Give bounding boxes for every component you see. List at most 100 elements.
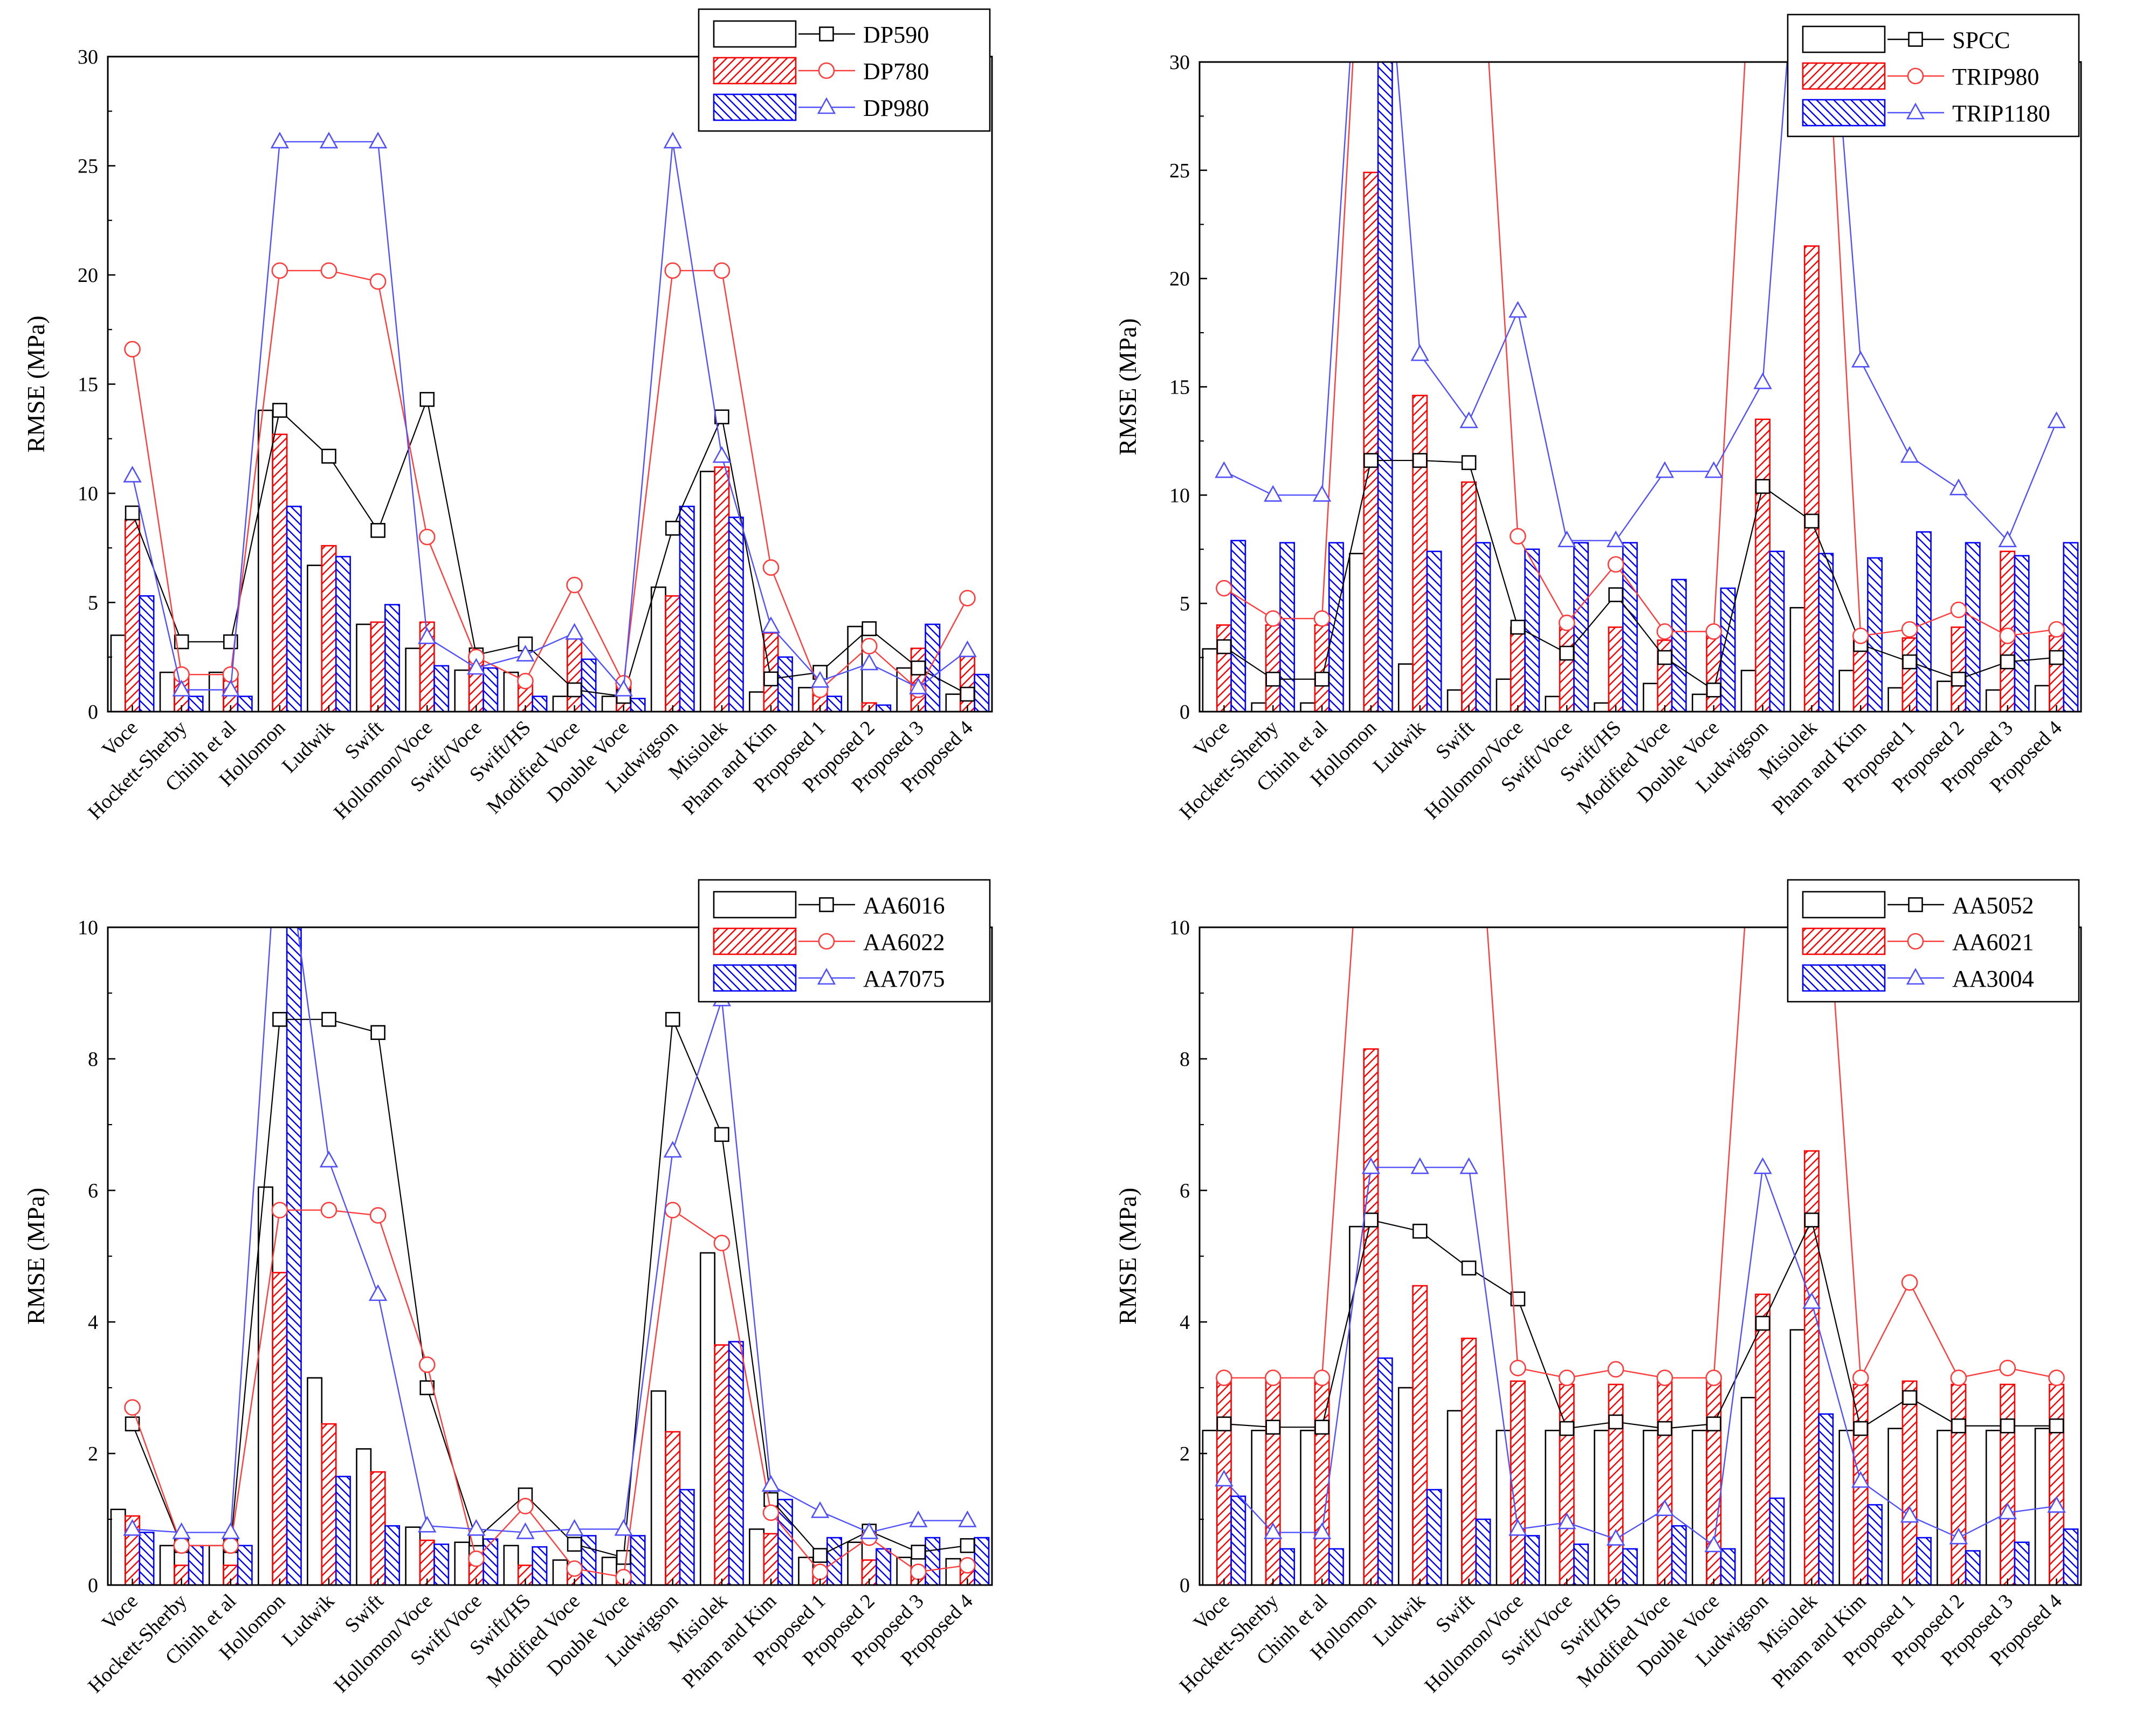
bar-aa6021-5 — [1412, 1285, 1428, 1585]
point-trip980-14 — [1852, 628, 1869, 644]
y-tick-label: 4 — [88, 1311, 98, 1334]
bar-aa6016-1 — [110, 1508, 126, 1585]
y-tick-label: 25 — [78, 155, 98, 178]
point-spcc-12 — [1755, 479, 1770, 494]
point-aa5052-6 — [1461, 1260, 1477, 1276]
bar-aa5052-9 — [1594, 1430, 1610, 1585]
legend-marker-trip1180 — [1906, 102, 1925, 120]
point-aa5052-11 — [1706, 1416, 1721, 1431]
bar-aa6016-9 — [503, 1545, 519, 1585]
point-aa3004-14 — [1851, 1471, 1870, 1488]
bar-aa5052-3 — [1300, 1430, 1316, 1585]
bar-aa6016-14 — [749, 1528, 765, 1585]
bar-aa7075-9 — [532, 1546, 548, 1585]
legend-marker-aa6016 — [819, 897, 834, 912]
bar-dp980-15 — [826, 695, 843, 712]
point-spcc-9 — [1608, 587, 1623, 602]
point-aa6022-17 — [910, 1563, 927, 1580]
bar-aa7075-10 — [581, 1535, 597, 1585]
bar-dp590-13 — [699, 471, 715, 712]
bar-trip1180-18 — [2063, 542, 2079, 712]
point-trip1180-8 — [1558, 531, 1576, 547]
y-axis-title: RMSE (MPa) — [22, 1188, 50, 1325]
bar-trip980-16 — [1951, 626, 1967, 712]
line-trip980 — [1223, 62, 2057, 637]
bar-dp590-18 — [945, 693, 961, 712]
bar-aa6016-3 — [208, 1545, 224, 1585]
point-aa6016-14 — [763, 1492, 778, 1507]
point-spcc-17 — [2000, 654, 2015, 670]
bar-aa5052-10 — [1643, 1430, 1659, 1585]
y-tick-label: 20 — [78, 264, 98, 287]
point-trip1180-15 — [1900, 446, 1919, 463]
point-aa3004-15 — [1900, 1506, 1919, 1523]
point-dp590-17 — [911, 660, 926, 676]
bar-dp980-2 — [188, 695, 204, 712]
bar-dp980-5 — [335, 556, 351, 712]
point-dp780-1 — [124, 341, 141, 358]
bar-trip980-13 — [1803, 245, 1820, 712]
point-aa6022-6 — [369, 1207, 387, 1224]
point-trip980-3 — [1313, 610, 1331, 627]
point-trip980-9 — [1607, 556, 1624, 573]
bar-aa6016-7 — [405, 1526, 421, 1585]
point-aa6022-5 — [320, 1202, 337, 1218]
legend-marker-trip980 — [1907, 67, 1924, 85]
bar-aa5052-11 — [1691, 1430, 1707, 1585]
point-aa3004-17 — [1998, 1503, 2017, 1520]
plot-area — [1202, 62, 2079, 712]
bar-aa5052-14 — [1838, 1430, 1855, 1585]
point-dp980-6 — [368, 132, 388, 149]
point-aa6016-10 — [567, 1537, 582, 1552]
point-aa5052-13 — [1804, 1213, 1820, 1228]
bar-aa6021-18 — [2049, 1383, 2065, 1585]
point-dp980-11 — [614, 679, 633, 697]
point-aa7075-14 — [761, 1475, 781, 1492]
point-aa6016-17 — [911, 1545, 926, 1560]
point-spcc-11 — [1706, 683, 1721, 698]
point-aa6022-13 — [713, 1235, 731, 1251]
point-dp780-10 — [566, 576, 583, 594]
y-tick-label: 8 — [1180, 1048, 1190, 1071]
point-aa6022-10 — [566, 1560, 583, 1577]
y-tick-label: 0 — [88, 701, 98, 724]
bar-dp980-8 — [483, 667, 499, 712]
point-spcc-4 — [1363, 453, 1379, 468]
bar-aa6016-5 — [307, 1377, 323, 1585]
bar-aa3004-8 — [1573, 1544, 1589, 1585]
bar-dp590-5 — [307, 564, 323, 712]
bar-dp780-12 — [665, 595, 681, 712]
bar-trip980-2 — [1265, 624, 1281, 712]
point-trip1180-1 — [1215, 461, 1234, 478]
bar-aa6021-15 — [1901, 1380, 1918, 1585]
bar-aa6022-7 — [419, 1539, 435, 1585]
bar-aa5052-16 — [1937, 1430, 1953, 1585]
point-dp780-9 — [517, 673, 534, 690]
bar-dp590-17 — [896, 667, 912, 712]
bar-spcc-6 — [1446, 689, 1463, 712]
bar-trip1180-3 — [1328, 542, 1344, 712]
bar-dp590-3 — [208, 671, 224, 712]
point-aa7075-5 — [319, 1151, 339, 1168]
bar-aa5052-17 — [1985, 1430, 2001, 1585]
legend-label-trip1180: TRIP1180 — [1952, 100, 2050, 127]
legend-label-aa6016: AA6016 — [863, 892, 945, 919]
point-aa6021-7 — [1510, 1360, 1526, 1376]
bar-aa6021-6 — [1461, 1338, 1477, 1585]
point-aa3004-3 — [1312, 1522, 1332, 1539]
bar-aa5052-6 — [1446, 1410, 1463, 1585]
point-trip1180-6 — [1459, 411, 1478, 429]
legend-label-aa3004: AA3004 — [1952, 966, 2034, 992]
y-tick-label: 4 — [1180, 1311, 1190, 1334]
point-trip1180-17 — [1998, 531, 2017, 547]
legend-swatch-dp590 — [713, 20, 797, 48]
point-dp980-13 — [712, 446, 732, 463]
bar-aa6022-6 — [370, 1471, 386, 1585]
legend-swatch-aa6022 — [713, 927, 797, 955]
point-trip1180-7 — [1508, 301, 1527, 318]
point-dp980-2 — [172, 679, 191, 697]
point-dp980-5 — [319, 132, 339, 149]
bar-dp980-4 — [286, 505, 302, 712]
point-aa6021-11 — [1705, 1369, 1723, 1386]
point-aa3004-6 — [1459, 1157, 1478, 1174]
